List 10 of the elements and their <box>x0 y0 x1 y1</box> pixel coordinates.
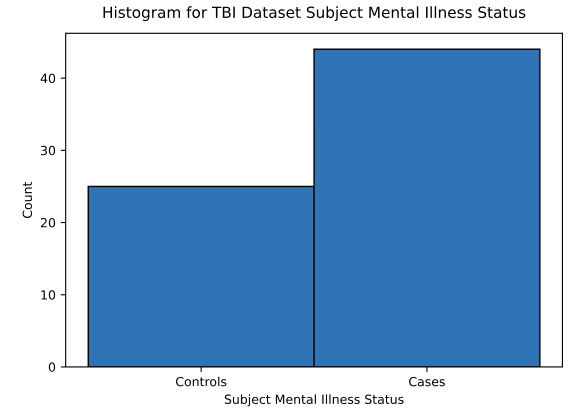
x-tick-label: Cases <box>409 376 445 386</box>
y-tick-label: 10 <box>41 290 56 300</box>
y-tick-label: 20 <box>40 218 56 228</box>
x-tick-label: Controls <box>176 376 226 386</box>
y-tick-label: 0 <box>48 362 56 372</box>
y-tick-label: 30 <box>40 146 56 156</box>
y-axis-title: Count <box>22 182 32 218</box>
y-tick-label: 40 <box>40 74 56 84</box>
x-axis-title: Subject Mental Illness Status <box>224 394 404 406</box>
chart-title: Histogram for TBI Dataset Subject Mental Illness Status <box>104 6 526 22</box>
